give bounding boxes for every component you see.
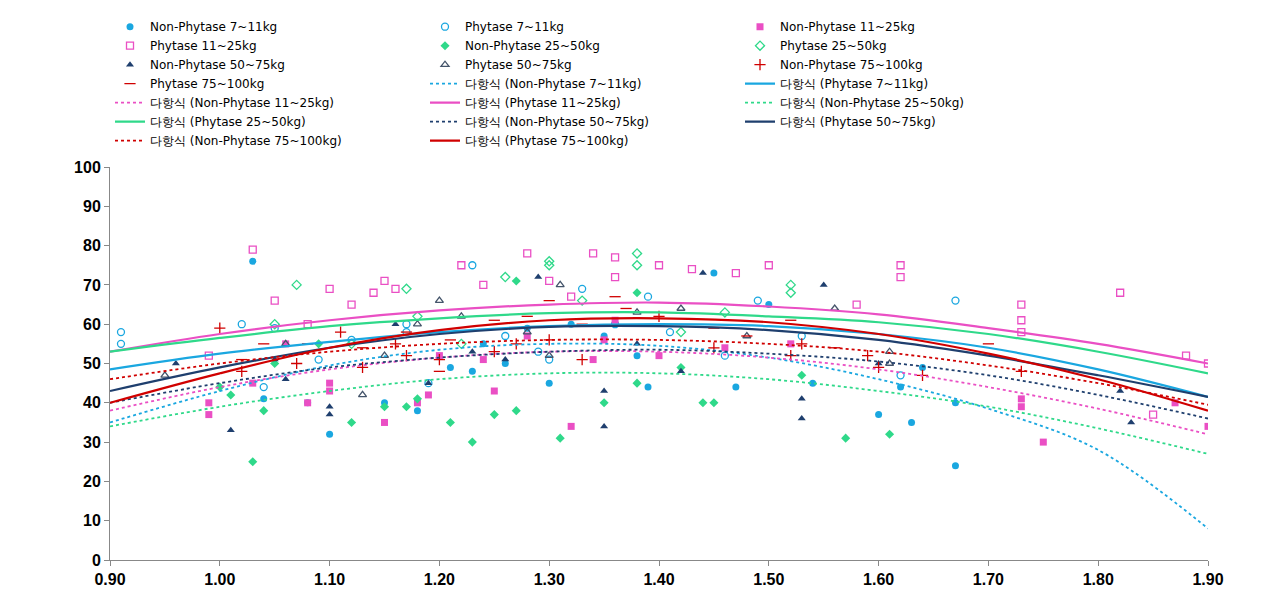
svg-text:70: 70 bbox=[83, 277, 101, 294]
svg-text:100: 100 bbox=[74, 159, 101, 176]
svg-text:1.90: 1.90 bbox=[1192, 571, 1223, 588]
svg-text:Non-Phytase 75~100kg: Non-Phytase 75~100kg bbox=[780, 58, 923, 72]
svg-text:80: 80 bbox=[83, 237, 101, 254]
svg-text:다항식 (Non-Phytase 11~25kg): 다항식 (Non-Phytase 11~25kg) bbox=[150, 96, 334, 110]
svg-text:1.50: 1.50 bbox=[753, 571, 784, 588]
svg-text:50: 50 bbox=[83, 355, 101, 372]
svg-text:1.30: 1.30 bbox=[534, 571, 565, 588]
svg-text:90: 90 bbox=[83, 198, 101, 215]
svg-text:30: 30 bbox=[83, 434, 101, 451]
svg-text:Phytase 7~11kg: Phytase 7~11kg bbox=[465, 20, 564, 34]
svg-text:0: 0 bbox=[92, 552, 101, 569]
svg-text:Phytase 25~50kg: Phytase 25~50kg bbox=[780, 39, 887, 53]
svg-text:Non-Phytase 7~11kg: Non-Phytase 7~11kg bbox=[150, 20, 277, 34]
svg-text:Phytase 75~100kg: Phytase 75~100kg bbox=[150, 77, 264, 91]
svg-text:1.40: 1.40 bbox=[643, 571, 674, 588]
svg-text:1.10: 1.10 bbox=[314, 571, 345, 588]
svg-text:Phytase 50~75kg: Phytase 50~75kg bbox=[465, 58, 572, 72]
svg-text:1.00: 1.00 bbox=[204, 571, 235, 588]
svg-text:Non-Phytase 50~75kg: Non-Phytase 50~75kg bbox=[150, 58, 285, 72]
svg-text:다항식 (Phytase 50~75kg): 다항식 (Phytase 50~75kg) bbox=[780, 115, 936, 129]
svg-text:다항식 (Non-Phytase 25~50kg): 다항식 (Non-Phytase 25~50kg) bbox=[780, 96, 964, 110]
svg-text:Non-Phytase 25~50kg: Non-Phytase 25~50kg bbox=[465, 39, 600, 53]
svg-text:1.20: 1.20 bbox=[424, 571, 455, 588]
svg-text:다항식 (Phytase 7~11kg): 다항식 (Phytase 7~11kg) bbox=[780, 77, 928, 91]
svg-text:40: 40 bbox=[83, 394, 101, 411]
svg-text:다항식 (Phytase 11~25kg): 다항식 (Phytase 11~25kg) bbox=[465, 96, 621, 110]
svg-text:0.90: 0.90 bbox=[94, 571, 125, 588]
svg-text:1.60: 1.60 bbox=[863, 571, 894, 588]
svg-text:Phytase 11~25kg: Phytase 11~25kg bbox=[150, 39, 257, 53]
svg-text:10: 10 bbox=[83, 512, 101, 529]
svg-text:1.80: 1.80 bbox=[1083, 571, 1114, 588]
svg-text:다항식 (Phytase 25~50kg): 다항식 (Phytase 25~50kg) bbox=[150, 115, 306, 129]
svg-text:60: 60 bbox=[83, 316, 101, 333]
svg-text:다항식 (Phytase 75~100kg): 다항식 (Phytase 75~100kg) bbox=[465, 134, 628, 148]
svg-text:Non-Phytase 11~25kg: Non-Phytase 11~25kg bbox=[780, 20, 915, 34]
svg-text:다항식 (Non-Phytase 50~75kg): 다항식 (Non-Phytase 50~75kg) bbox=[465, 115, 649, 129]
svg-text:20: 20 bbox=[83, 473, 101, 490]
svg-text:1.70: 1.70 bbox=[973, 571, 1004, 588]
svg-text:다항식 (Non-Phytase 7~11kg): 다항식 (Non-Phytase 7~11kg) bbox=[465, 77, 641, 91]
svg-text:다항식 (Non-Phytase 75~100kg): 다항식 (Non-Phytase 75~100kg) bbox=[150, 134, 342, 148]
